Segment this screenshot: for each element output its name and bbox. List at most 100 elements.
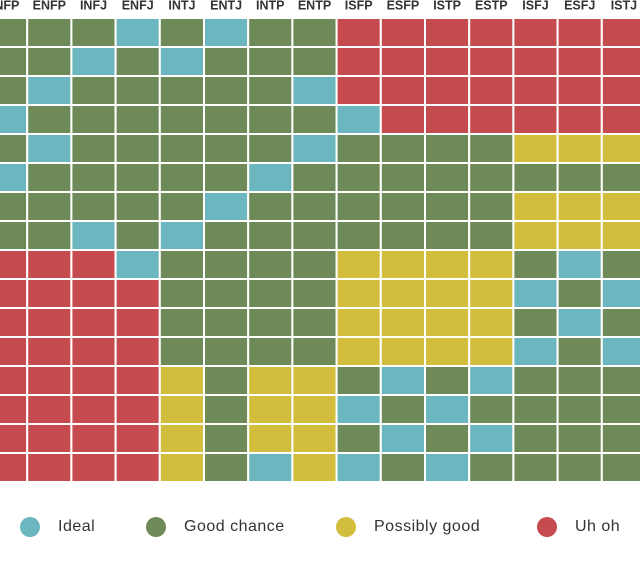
cell [379, 162, 426, 193]
cell [247, 46, 294, 77]
cell [26, 17, 73, 48]
cell [114, 394, 161, 425]
cell [468, 162, 515, 193]
column-header: ESFJ [564, 0, 595, 12]
cell [512, 249, 559, 280]
cell [114, 133, 161, 164]
cell [335, 307, 382, 338]
cell [203, 394, 250, 425]
column-header: ESFP [387, 0, 420, 12]
cell [158, 104, 206, 135]
cell [335, 423, 382, 454]
column-header: ESTP [475, 0, 508, 12]
cell [26, 452, 73, 483]
cell [70, 423, 117, 454]
cell [512, 133, 559, 164]
cell [291, 46, 338, 77]
cell [468, 17, 515, 48]
cell [600, 220, 640, 251]
cell [468, 394, 515, 425]
cell [556, 220, 603, 251]
cell [70, 336, 117, 367]
cell [335, 75, 382, 106]
cell [26, 46, 73, 77]
cell [512, 104, 559, 135]
cell [512, 365, 559, 396]
cell [114, 191, 161, 222]
cell [0, 133, 29, 164]
cell [291, 220, 338, 251]
cell [0, 365, 29, 396]
cell [0, 452, 29, 483]
cell [424, 104, 471, 135]
cell [424, 75, 471, 106]
cell [26, 394, 73, 425]
cell [512, 46, 559, 77]
cell [70, 46, 117, 77]
cell [424, 46, 471, 77]
cell [512, 336, 559, 367]
cell [335, 278, 382, 309]
cell [424, 278, 471, 309]
cell [468, 452, 515, 483]
cell [335, 336, 382, 367]
cell [26, 220, 73, 251]
cell [114, 46, 161, 77]
cell [335, 17, 382, 48]
cell [158, 278, 206, 309]
cell [26, 423, 73, 454]
cell [114, 423, 161, 454]
cell [379, 365, 426, 396]
column-header: ENTP [298, 0, 331, 12]
cell [291, 162, 338, 193]
cell [0, 278, 29, 309]
column-header: INFP [0, 0, 19, 12]
cell [600, 423, 640, 454]
cell [203, 46, 250, 77]
cell [468, 104, 515, 135]
cell [335, 365, 382, 396]
cell [70, 104, 117, 135]
cell [247, 394, 294, 425]
cell [0, 307, 29, 338]
column-header: ISTP [433, 0, 461, 12]
cell [424, 191, 471, 222]
cell [600, 17, 640, 48]
cell [114, 75, 161, 106]
cell [600, 133, 640, 164]
cell [468, 133, 515, 164]
cell [556, 307, 603, 338]
column-header: ENTJ [210, 0, 242, 12]
cell [26, 365, 73, 396]
cell [291, 17, 338, 48]
cell [335, 104, 382, 135]
column-header: ISTJ [611, 0, 637, 12]
cell [468, 75, 515, 106]
cell [468, 336, 515, 367]
legend-swatch [20, 517, 40, 537]
cell [556, 249, 603, 280]
cell [291, 278, 338, 309]
cell [0, 336, 29, 367]
cell [70, 394, 117, 425]
cell [291, 423, 338, 454]
cell [600, 162, 640, 193]
cell [335, 133, 382, 164]
cell [247, 17, 294, 48]
cell [335, 249, 382, 280]
cell [379, 75, 426, 106]
cell [335, 452, 382, 483]
cell [158, 75, 206, 106]
cell [468, 278, 515, 309]
cell [379, 133, 426, 164]
legend-swatch [146, 517, 166, 537]
cell [512, 307, 559, 338]
cell [203, 365, 250, 396]
cell [512, 162, 559, 193]
cell [114, 220, 161, 251]
cell [335, 46, 382, 77]
cell [291, 75, 338, 106]
cell [70, 133, 117, 164]
cell [247, 307, 294, 338]
cell [556, 162, 603, 193]
